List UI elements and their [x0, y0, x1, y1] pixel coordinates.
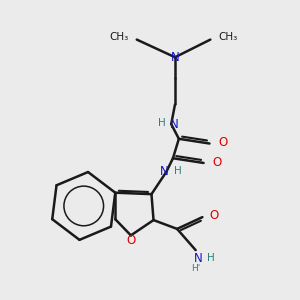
Text: H: H [158, 118, 166, 128]
Text: N: N [171, 51, 179, 64]
Text: O: O [212, 156, 222, 169]
Text: N: N [160, 165, 168, 178]
Text: O: O [209, 209, 218, 222]
Text: H: H [173, 167, 181, 176]
Text: CH₃: CH₃ [219, 32, 238, 42]
Text: O: O [127, 234, 136, 247]
Text: CH₃: CH₃ [109, 32, 128, 42]
Text: N: N [194, 252, 202, 265]
Text: O: O [218, 136, 228, 149]
Text: N: N [170, 118, 179, 130]
Text: H: H [207, 254, 215, 263]
Text: H': H' [191, 264, 200, 273]
